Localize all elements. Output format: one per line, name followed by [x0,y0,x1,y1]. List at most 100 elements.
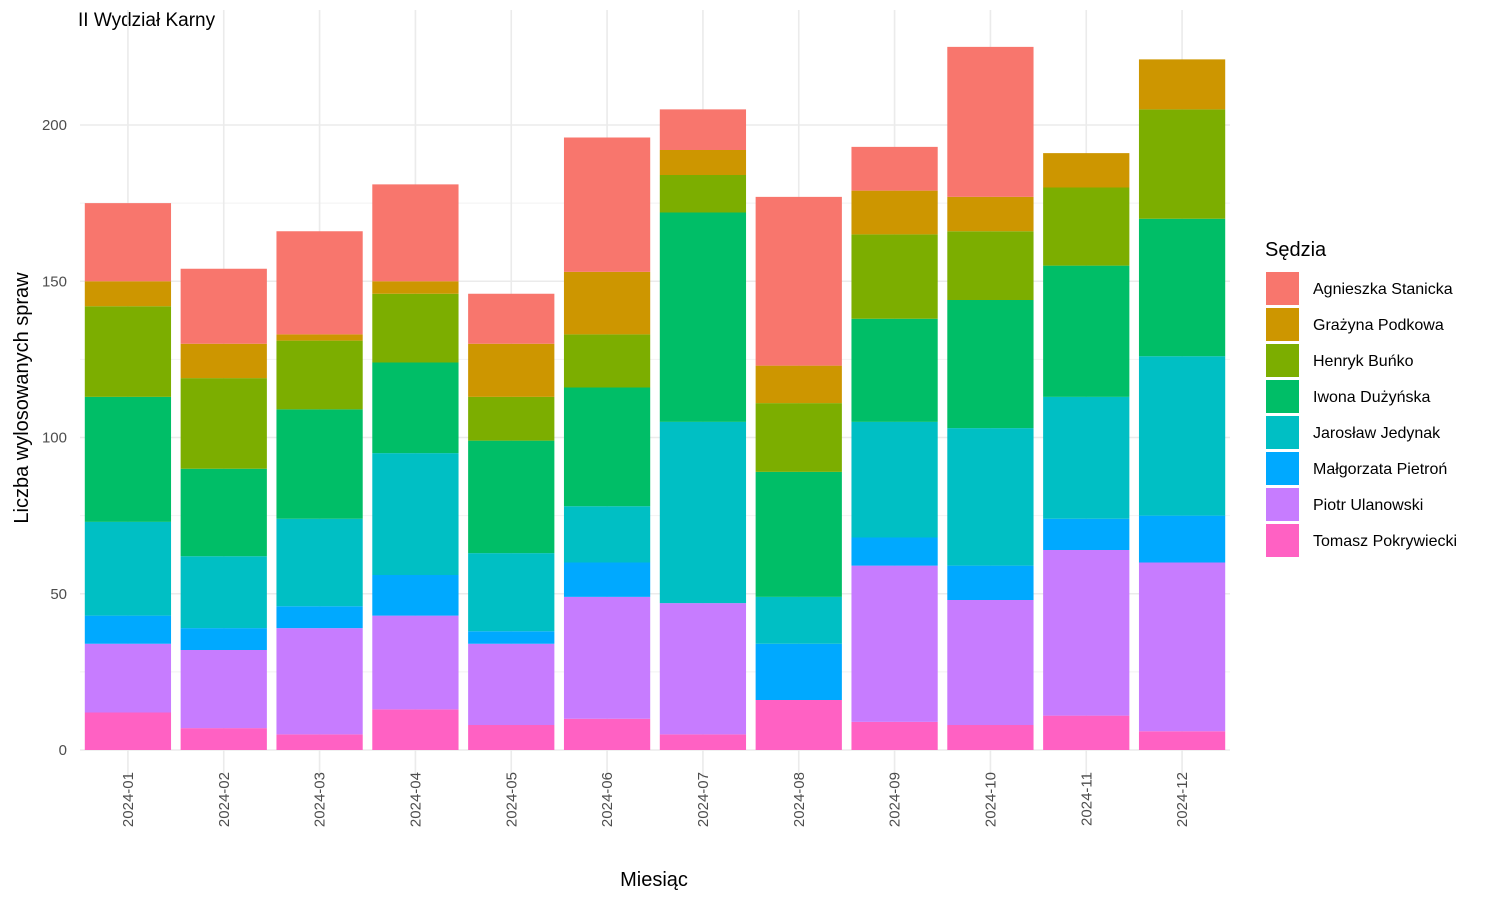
x-tick-label: 2024-02 [216,772,233,827]
bar-segment [1138,731,1226,750]
y-tick-label: 200 [42,117,67,134]
x-tick-label: 2024-03 [312,772,329,827]
bar-segment [84,203,172,282]
x-tick-label: 2024-05 [503,772,520,827]
bar-segment [755,596,842,644]
bar-segment [276,231,363,335]
legend-swatch [1266,488,1299,521]
chart-title: II Wydział Karny [78,10,216,31]
bar-segment [180,728,267,750]
bar-segment [1043,153,1130,188]
bar-segment [563,562,651,597]
bar-segment [755,365,842,404]
bar-segment [372,575,459,616]
bar-segment [1043,396,1130,519]
legend-label: Piotr Ulanowski [1313,497,1423,514]
x-tick-label: 2024-06 [599,772,616,827]
bar-segment [468,631,555,644]
bar-segment [180,378,267,469]
bar-segment [563,271,651,335]
x-tick-label: 2024-01 [120,772,137,827]
bar-segment [659,150,747,175]
bar-segment [276,734,363,750]
bar-segment [372,453,459,575]
legend-swatch [1266,524,1299,557]
bar-segment [659,603,747,735]
y-tick-label: 100 [42,430,67,447]
x-tick-label: 2024-11 [1078,772,1095,826]
bar-segment [1138,562,1226,732]
bar-segment [947,725,1034,750]
bar-segment [84,712,172,750]
bar-segment [947,46,1034,197]
bar-segment [468,343,555,397]
bar-segment [851,565,938,722]
bar-segment [1043,715,1130,750]
bar-segment [84,396,172,522]
x-tick-label: 2024-12 [1174,772,1191,827]
bar-segment [84,306,172,397]
legend-swatch [1266,380,1299,413]
bar-segment [180,343,267,379]
bar-segment [1043,550,1130,716]
bar-segment [755,643,842,700]
bar-segment [468,725,555,750]
x-tick-label: 2024-04 [407,772,424,827]
bar-segment [84,643,172,713]
bar-segment [851,234,938,319]
bar-segment [947,600,1034,725]
bar-segment [372,281,459,294]
legend: Sędzia Agnieszka Stanicka Grażyna Podkowa… [1265,239,1457,557]
bar-segment [947,565,1034,600]
bar-segment [1138,356,1226,516]
legend-swatch [1266,452,1299,485]
y-tick-label: 50 [50,586,67,603]
bar-segment [851,537,938,566]
bar-segment [276,518,363,607]
bar-segment [468,553,555,632]
x-tick-label: 2024-07 [695,772,712,827]
bar-segment [372,184,459,282]
legend-title: Sędzia [1265,239,1327,261]
bar-segment [1138,515,1226,563]
bar-segment [947,231,1034,300]
legend-label: Henryk Buńko [1313,353,1414,370]
bar-segment [851,721,938,750]
bar-segment [84,521,172,616]
bar-segment [84,281,172,307]
bar-segment [1138,59,1226,110]
y-tick-label: 0 [59,742,67,759]
bar-segment [276,409,363,519]
bar-segment [659,734,747,750]
bar-segment [180,556,267,629]
bar-segment [84,615,172,644]
bar-segment [1138,218,1226,357]
bar-segment [1043,518,1130,550]
y-axis-tick-labels: 0 50 100 150 200 [42,117,67,759]
bar-segment [563,387,651,507]
bar-segment [276,628,363,735]
bar-segment [851,318,938,422]
bar-segment [372,615,459,710]
legend-swatch [1266,308,1299,341]
bar-segment [563,718,651,750]
bar-segment [947,300,1034,429]
bar-segment [276,340,363,410]
bar-segment [372,362,459,454]
bar-segment [468,293,555,344]
bar-segment [755,196,842,366]
bar-segment [755,403,842,472]
legend-swatch [1266,344,1299,377]
bar-segment [563,137,651,272]
bar-segment [1138,109,1226,219]
legend-label: Iwona Dużyńska [1313,389,1430,406]
bar-segment [659,109,747,150]
bar-segment [372,293,459,363]
legend-swatch [1266,416,1299,449]
bar-segment [563,334,651,388]
x-tick-label: 2024-10 [982,772,999,827]
x-axis-tick-labels: 2024-01 2024-02 2024-03 2024-04 2024-05 2024-… [120,772,1191,827]
x-tick-label: 2024-09 [887,772,904,827]
bar-segment [755,700,842,750]
